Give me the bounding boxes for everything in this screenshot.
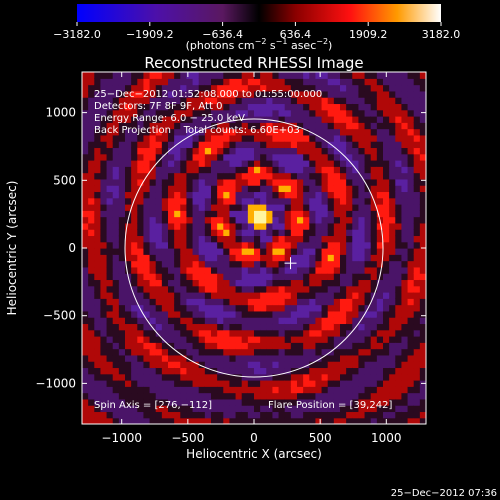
x-axis-ticks: −1000 −500 0 500 1000 — [101, 72, 402, 445]
colorbar-tick-label: −636.4 — [202, 28, 243, 41]
colorbar-tick-label: −3182.0 — [53, 28, 101, 41]
x-tick-label: 1000 — [371, 431, 402, 445]
solar-limb-circle — [124, 118, 384, 378]
annotation-block: 25−Dec−2012 01:52:08.000 to 01:55:00.000… — [94, 89, 322, 136]
plot-timestamp: 25−Dec−2012 07:36 — [391, 488, 497, 499]
y-tick-label: −500 — [43, 309, 76, 323]
colorbar-tick-label: 3182.0 — [422, 28, 461, 41]
x-tick-label: −1000 — [101, 431, 142, 445]
colorbar-tick-label: 636.4 — [280, 28, 312, 41]
colorbar-unit: (photons cm−2 s−1 asec−2) — [186, 37, 333, 52]
y-tick-label: 1000 — [45, 106, 76, 120]
annotation-line-method: Back Projection Total counts: 6.60E+03 — [94, 125, 300, 136]
annotation-line-energy: Energy Range: 6.0 − 25.0 keV — [94, 113, 245, 124]
x-axis-label: Heliocentric X (arcsec) — [186, 447, 322, 461]
spin-axis-marker — [284, 257, 297, 270]
x-tick-label: −500 — [171, 431, 204, 445]
colorbar-tick-label: 1909.2 — [349, 28, 388, 41]
spin-axis-label: Spin Axis = [276,−112] — [94, 400, 212, 411]
y-axis-ticks: −1000 −500 0 500 1000 — [35, 106, 426, 390]
y-tick-label: 500 — [53, 173, 76, 187]
y-axis-label: Heliocentric Y (arcsec) — [5, 181, 19, 316]
y-tick-label: −1000 — [35, 376, 76, 390]
colorbar — [77, 4, 441, 22]
x-tick-label: 500 — [309, 431, 332, 445]
x-tick-label: 0 — [250, 431, 258, 445]
annotation-line-detectors: Detectors: 7F 8F 9F, Att 0 — [94, 101, 222, 112]
colorbar-ticks: −3182.0 −1909.2 −636.4 636.4 1909.2 3182.0 — [53, 22, 460, 41]
y-tick-label: 0 — [68, 241, 76, 255]
annotation-line-time: 25−Dec−2012 01:52:08.000 to 01:55:00.000 — [94, 89, 322, 100]
flare-position-label: Flare Position = [39,242] — [268, 400, 392, 411]
chart-title: Reconstructed RHESSI Image — [144, 54, 363, 72]
colorbar-tick-label: −1909.2 — [126, 28, 174, 41]
